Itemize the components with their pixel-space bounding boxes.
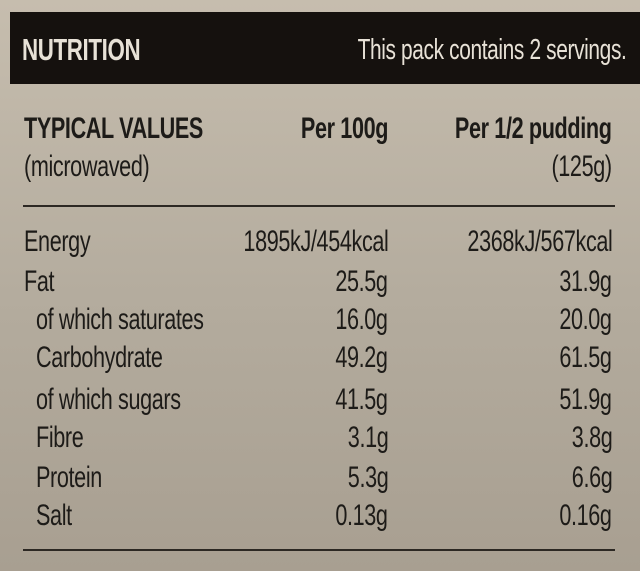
- nutrient-name: Salt: [36, 499, 72, 532]
- per-serving-value: 2368kJ/567kcal: [466, 225, 612, 258]
- per-100g-value: 5.3g: [347, 461, 388, 494]
- nutrient-name: of which saturates: [36, 303, 204, 336]
- per-serving-value: 61.5g: [559, 341, 613, 374]
- nutrient-name: of which sugars: [36, 383, 181, 416]
- microwaved-note: (microwaved): [24, 150, 150, 183]
- per-100g-value: 25.5g: [335, 265, 389, 298]
- per-serving-value: 20.0g: [559, 303, 613, 336]
- per-serving-heading: Per 1/2 pudding: [455, 112, 612, 145]
- per-100g-value: 0.13g: [335, 499, 389, 532]
- per-100g-value: 16.0g: [335, 303, 389, 336]
- per-serving-value: 51.9g: [559, 383, 613, 416]
- bottom-divider: [23, 549, 615, 551]
- per-100g-value: 49.2g: [335, 341, 389, 374]
- nutrient-name: Carbohydrate: [36, 341, 163, 374]
- nutrient-name: Energy: [24, 225, 91, 258]
- nutrient-name: Fat: [24, 265, 55, 298]
- typical-values-heading: TYPICAL VALUES: [24, 112, 203, 145]
- per-100g-value: 1895kJ/454kcal: [242, 225, 388, 258]
- per-100g-value: 3.1g: [347, 421, 388, 454]
- per-100g-value: 41.5g: [335, 383, 389, 416]
- serving-size-note: (125g): [551, 150, 613, 183]
- per-serving-value: 0.16g: [559, 499, 613, 532]
- servings-note: This pack contains 2 servings.: [357, 34, 626, 66]
- nutrient-name: Fibre: [36, 421, 84, 454]
- per-serving-value: 31.9g: [559, 265, 613, 298]
- header-title: NUTRITION: [22, 32, 141, 67]
- per-100g-heading: Per 100g: [300, 112, 389, 145]
- nutrient-name: Protein: [36, 461, 102, 494]
- top-divider: [23, 205, 615, 207]
- per-serving-value: 6.6g: [571, 461, 612, 494]
- header-bar: NUTRITION This pack contains 2 servings.: [10, 12, 640, 84]
- per-serving-value: 3.8g: [571, 421, 612, 454]
